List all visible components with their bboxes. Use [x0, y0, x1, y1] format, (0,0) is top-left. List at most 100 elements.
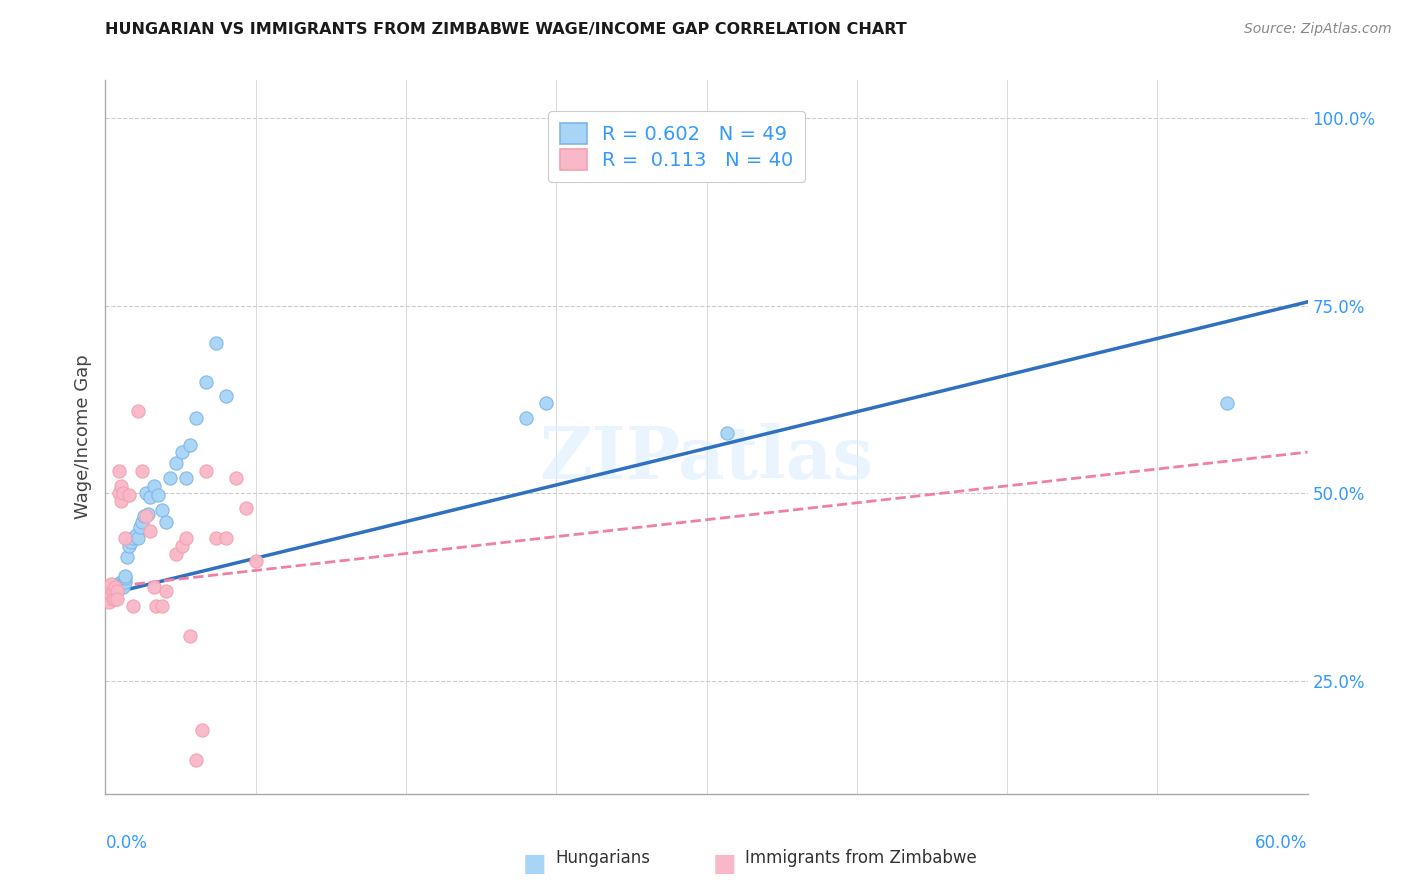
Point [159, 471, 181, 485]
Point [155, 515, 177, 529]
Point [103, 584, 125, 599]
Text: ■: ■ [713, 852, 735, 876]
Point [138, 524, 160, 538]
Text: Source: ZipAtlas.com: Source: ZipAtlas.com [1244, 22, 1392, 37]
Point [534, 396, 557, 410]
Point [204, 532, 226, 546]
Point [174, 471, 197, 485]
Point [165, 456, 187, 470]
Point [142, 479, 165, 493]
Point [96, 580, 118, 594]
Point [179, 629, 201, 643]
Point [100, 584, 122, 599]
Y-axis label: Wage/Income Gap: Wage/Income Gap [73, 355, 91, 519]
Point [204, 336, 226, 351]
Point [716, 426, 738, 441]
Point [103, 582, 125, 597]
Point [108, 580, 131, 594]
Point [170, 539, 193, 553]
Point [150, 503, 173, 517]
Point [100, 580, 122, 594]
Point [114, 532, 136, 546]
Point [108, 486, 131, 500]
Point [165, 547, 187, 561]
Point [117, 550, 139, 565]
Text: 60.0%: 60.0% [1256, 834, 1308, 852]
Point [114, 569, 136, 583]
Point [1216, 396, 1239, 410]
Point [112, 580, 135, 594]
Point [142, 580, 165, 594]
Point [122, 532, 145, 546]
Point [190, 723, 212, 737]
Point [104, 591, 127, 606]
Point [108, 576, 131, 591]
Point [112, 486, 135, 500]
Point [98, 580, 121, 594]
Point [98, 588, 121, 602]
Point [225, 471, 247, 485]
Point [114, 570, 136, 584]
Point [98, 584, 121, 599]
Point [110, 578, 132, 592]
Point [135, 508, 157, 523]
Point [108, 464, 131, 478]
Point [155, 584, 177, 599]
Point [174, 532, 197, 546]
Point [100, 588, 122, 602]
Point [179, 437, 201, 451]
Point [136, 508, 159, 522]
Point [235, 501, 257, 516]
Point [96, 580, 118, 594]
Point [103, 591, 125, 606]
Point [132, 508, 155, 523]
Point [145, 599, 167, 613]
Text: ZIPatlas: ZIPatlas [540, 423, 873, 494]
Point [146, 488, 169, 502]
Point [124, 527, 146, 541]
Point [121, 535, 143, 549]
Point [118, 488, 141, 502]
Point [184, 411, 207, 425]
Point [127, 404, 149, 418]
Point [194, 376, 217, 390]
Point [107, 584, 129, 599]
Text: Hungarians: Hungarians [555, 849, 651, 867]
Legend: R = 0.602   N = 49, R =  0.113   N = 40: R = 0.602 N = 49, R = 0.113 N = 40 [548, 112, 806, 182]
Point [214, 389, 236, 403]
Point [515, 411, 537, 425]
Point [98, 595, 121, 609]
Point [131, 515, 153, 529]
Point [128, 520, 150, 534]
Point [112, 576, 135, 591]
Point [110, 494, 132, 508]
Point [96, 591, 118, 606]
Point [194, 464, 217, 478]
Point [100, 576, 122, 591]
Point [104, 578, 127, 592]
Point [131, 464, 153, 478]
Point [118, 539, 141, 553]
Point [110, 479, 132, 493]
Point [114, 575, 136, 590]
Point [107, 591, 129, 606]
Point [184, 753, 207, 767]
Point [135, 486, 157, 500]
Point [127, 532, 149, 546]
Point [122, 599, 145, 613]
Point [138, 490, 160, 504]
Text: ■: ■ [523, 852, 546, 876]
Point [214, 532, 236, 546]
Text: 0.0%: 0.0% [105, 834, 148, 852]
Point [150, 599, 173, 613]
Point [104, 580, 127, 594]
Point [103, 580, 125, 594]
Point [245, 554, 267, 568]
Point [107, 576, 129, 591]
Text: HUNGARIAN VS IMMIGRANTS FROM ZIMBABWE WAGE/INCOME GAP CORRELATION CHART: HUNGARIAN VS IMMIGRANTS FROM ZIMBABWE WA… [105, 22, 907, 37]
Point [107, 580, 129, 594]
Point [110, 575, 132, 590]
Point [104, 580, 127, 594]
Point [170, 445, 193, 459]
Text: Immigrants from Zimbabwe: Immigrants from Zimbabwe [745, 849, 977, 867]
